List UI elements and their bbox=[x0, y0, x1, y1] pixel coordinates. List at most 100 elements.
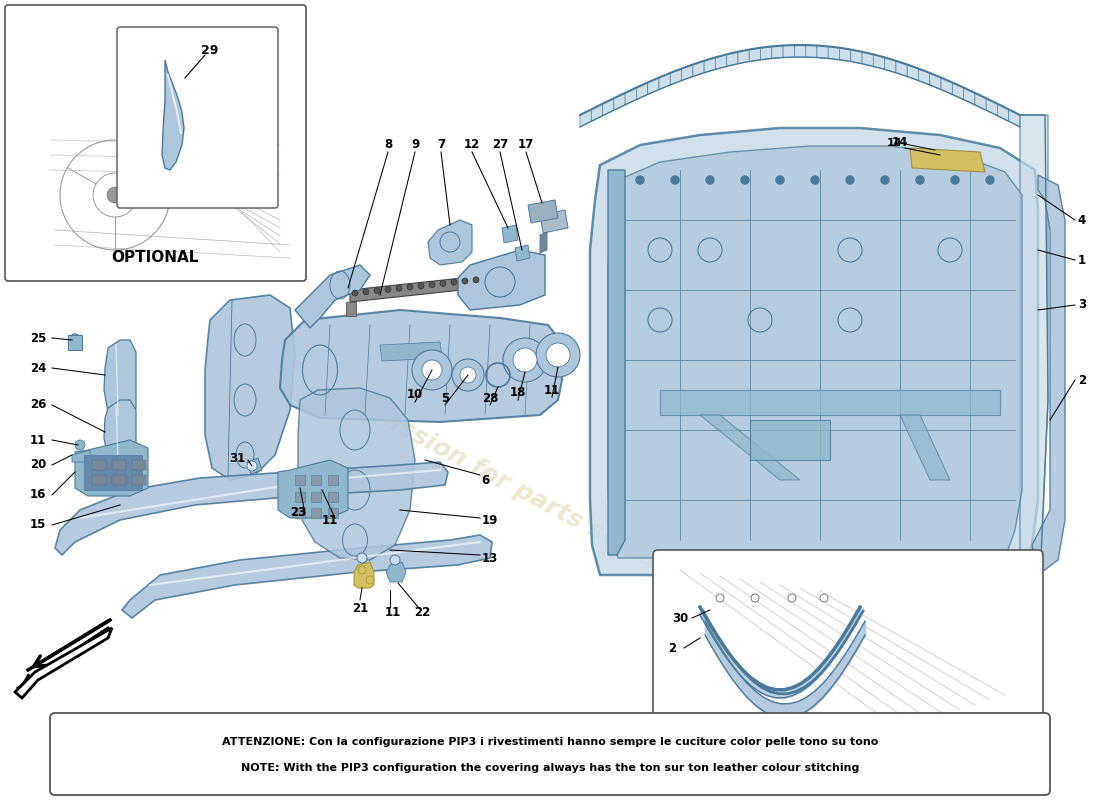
Polygon shape bbox=[112, 475, 126, 485]
Text: 1: 1 bbox=[1078, 254, 1086, 266]
Polygon shape bbox=[738, 50, 749, 64]
Polygon shape bbox=[693, 61, 704, 77]
Text: 6: 6 bbox=[481, 474, 490, 486]
Circle shape bbox=[75, 440, 85, 450]
Polygon shape bbox=[295, 475, 305, 485]
Polygon shape bbox=[910, 148, 984, 172]
Polygon shape bbox=[386, 562, 406, 582]
Text: 22: 22 bbox=[414, 606, 430, 619]
Polygon shape bbox=[660, 390, 1000, 415]
Text: 24: 24 bbox=[30, 362, 46, 374]
Text: 23: 23 bbox=[290, 506, 306, 519]
Polygon shape bbox=[749, 48, 760, 62]
Polygon shape bbox=[794, 45, 805, 57]
Text: 11: 11 bbox=[322, 514, 338, 526]
Polygon shape bbox=[280, 310, 562, 422]
Polygon shape bbox=[608, 146, 1022, 558]
Text: 26: 26 bbox=[30, 398, 46, 411]
Circle shape bbox=[986, 176, 994, 184]
Polygon shape bbox=[84, 455, 142, 490]
Polygon shape bbox=[295, 508, 305, 518]
Text: 14: 14 bbox=[888, 138, 903, 148]
Polygon shape bbox=[772, 46, 783, 58]
Polygon shape bbox=[704, 58, 715, 73]
Polygon shape bbox=[682, 65, 693, 81]
Polygon shape bbox=[132, 460, 146, 470]
Polygon shape bbox=[248, 458, 262, 474]
Text: 20: 20 bbox=[30, 458, 46, 471]
Polygon shape bbox=[862, 52, 873, 66]
Circle shape bbox=[503, 338, 547, 382]
Polygon shape bbox=[162, 60, 184, 170]
Polygon shape bbox=[112, 460, 126, 470]
Circle shape bbox=[636, 176, 644, 184]
Text: 18: 18 bbox=[509, 386, 526, 399]
Polygon shape bbox=[104, 400, 136, 467]
Text: 27: 27 bbox=[492, 138, 508, 151]
Polygon shape bbox=[625, 87, 637, 105]
Polygon shape bbox=[55, 462, 448, 555]
Polygon shape bbox=[458, 250, 544, 310]
Polygon shape bbox=[1032, 175, 1065, 575]
Polygon shape bbox=[817, 46, 828, 58]
Polygon shape bbox=[92, 460, 106, 470]
Polygon shape bbox=[72, 450, 90, 462]
Circle shape bbox=[671, 176, 679, 184]
Polygon shape bbox=[311, 475, 321, 485]
Polygon shape bbox=[15, 628, 112, 698]
Circle shape bbox=[374, 288, 379, 294]
Text: 21: 21 bbox=[352, 602, 368, 614]
Polygon shape bbox=[850, 50, 862, 64]
Text: 14: 14 bbox=[892, 137, 909, 150]
Text: 7: 7 bbox=[437, 138, 446, 151]
Polygon shape bbox=[298, 388, 415, 560]
Circle shape bbox=[776, 176, 784, 184]
Polygon shape bbox=[68, 335, 82, 350]
Polygon shape bbox=[350, 275, 490, 302]
Polygon shape bbox=[540, 210, 568, 233]
Text: 11: 11 bbox=[543, 383, 560, 397]
Polygon shape bbox=[884, 58, 895, 73]
Text: 25: 25 bbox=[30, 331, 46, 345]
Polygon shape bbox=[975, 93, 987, 110]
Polygon shape bbox=[750, 420, 830, 460]
Text: 29: 29 bbox=[201, 43, 219, 57]
Circle shape bbox=[788, 594, 796, 602]
Polygon shape bbox=[104, 340, 136, 422]
Polygon shape bbox=[132, 475, 146, 485]
Polygon shape bbox=[295, 492, 305, 502]
Text: 2: 2 bbox=[1078, 374, 1086, 386]
FancyBboxPatch shape bbox=[6, 5, 306, 281]
Circle shape bbox=[473, 277, 478, 282]
Polygon shape bbox=[528, 200, 558, 223]
Polygon shape bbox=[540, 232, 547, 253]
Circle shape bbox=[358, 553, 367, 563]
Polygon shape bbox=[346, 302, 356, 316]
Circle shape bbox=[248, 461, 257, 471]
Polygon shape bbox=[715, 54, 727, 70]
Polygon shape bbox=[311, 492, 321, 502]
Polygon shape bbox=[311, 508, 321, 518]
Polygon shape bbox=[873, 54, 884, 70]
Circle shape bbox=[811, 176, 819, 184]
Circle shape bbox=[881, 176, 889, 184]
Polygon shape bbox=[659, 73, 670, 90]
Polygon shape bbox=[92, 475, 106, 485]
Polygon shape bbox=[502, 225, 518, 243]
Polygon shape bbox=[328, 508, 338, 518]
Polygon shape bbox=[379, 342, 442, 361]
Polygon shape bbox=[328, 492, 338, 502]
Text: 19: 19 bbox=[482, 514, 498, 526]
Polygon shape bbox=[295, 265, 370, 328]
Circle shape bbox=[429, 282, 434, 288]
Text: 15: 15 bbox=[30, 518, 46, 531]
Polygon shape bbox=[839, 48, 850, 62]
Circle shape bbox=[513, 348, 537, 372]
Polygon shape bbox=[700, 415, 800, 480]
Polygon shape bbox=[895, 61, 908, 77]
Text: 12: 12 bbox=[464, 138, 480, 151]
Text: 9: 9 bbox=[411, 138, 419, 151]
Text: 3: 3 bbox=[1078, 298, 1086, 311]
Polygon shape bbox=[515, 245, 530, 261]
Polygon shape bbox=[727, 52, 738, 66]
